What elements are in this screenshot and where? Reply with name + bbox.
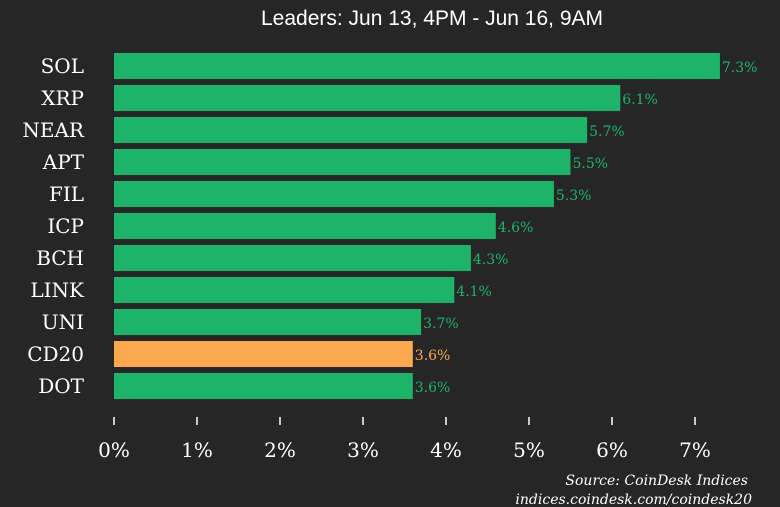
bar-bch	[114, 245, 471, 271]
value-label-sol: 7.3%	[722, 60, 758, 76]
source-credit: Source: CoinDesk Indices	[565, 473, 748, 489]
bar-fil	[114, 181, 554, 207]
bar-uni	[114, 309, 422, 335]
category-label-icp: ICP	[47, 214, 84, 238]
category-label-uni: UNI	[42, 310, 84, 334]
value-label-bch: 4.3%	[473, 252, 509, 268]
category-label-link: LINK	[30, 278, 85, 302]
category-label-bch: BCH	[36, 246, 84, 270]
bar-cd20	[114, 341, 413, 367]
category-label-fil: FIL	[49, 182, 84, 206]
category-label-near: NEAR	[22, 118, 85, 142]
value-label-xrp: 6.1%	[622, 92, 658, 108]
bar-near	[114, 117, 588, 143]
bar-apt	[114, 149, 571, 175]
chart-title: Leaders: Jun 13, 4PM - Jun 16, 9AM	[261, 7, 603, 30]
x-tick-label-5: 5%	[513, 438, 545, 462]
x-tick-label-0: 0%	[98, 438, 130, 462]
bar-xrp	[114, 85, 621, 111]
x-tick-label-7: 7%	[679, 438, 711, 462]
x-axis: 0% 1% 2% 3% 4% 5% 6% 7%	[98, 417, 711, 462]
bar-dot	[114, 373, 413, 399]
x-tick-label-4: 4%	[430, 438, 462, 462]
value-label-cd20: 3.6%	[415, 348, 451, 364]
category-label-cd20: CD20	[27, 342, 84, 366]
value-label-icp: 4.6%	[498, 220, 534, 236]
x-tick-label-1: 1%	[181, 438, 213, 462]
bar-link	[114, 277, 455, 303]
x-tick-label-6: 6%	[596, 438, 628, 462]
bar-icp	[114, 213, 496, 239]
x-tick-label-3: 3%	[347, 438, 379, 462]
category-label-sol: SOL	[41, 54, 84, 78]
category-label-apt: APT	[42, 150, 85, 174]
value-label-fil: 5.3%	[556, 188, 592, 204]
category-label-dot: DOT	[38, 374, 84, 398]
category-label-xrp: XRP	[41, 86, 84, 110]
value-label-near: 5.7%	[589, 124, 625, 140]
value-label-link: 4.1%	[456, 284, 492, 300]
value-label-dot: 3.6%	[415, 380, 451, 396]
value-label-apt: 5.5%	[573, 156, 609, 172]
bar-sol	[114, 53, 720, 79]
source-url: indices.coindesk.com/coindesk20	[515, 492, 752, 507]
bars-layer: SOL 7.3% XRP 6.1% NEAR 5.7% APT 5.5% FIL 5.3% ICP 4…	[22, 53, 757, 399]
x-tick-label-2: 2%	[264, 438, 296, 462]
value-label-uni: 3.7%	[423, 316, 459, 332]
